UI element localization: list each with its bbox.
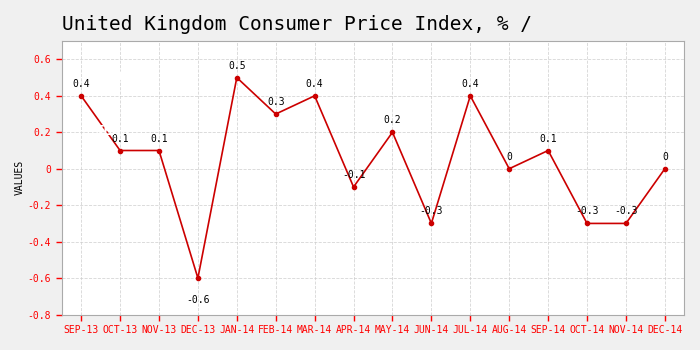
Text: 0.3: 0.3 <box>267 97 284 107</box>
Text: -0.3: -0.3 <box>575 206 598 217</box>
Text: 0: 0 <box>506 152 512 162</box>
Text: United Kingdom Consumer Price Index, % /: United Kingdom Consumer Price Index, % / <box>62 15 532 34</box>
Text: 0.1: 0.1 <box>150 134 168 143</box>
Text: -0.6: -0.6 <box>186 295 209 305</box>
Text: -0.3: -0.3 <box>419 206 443 217</box>
Text: -0.3: -0.3 <box>614 206 638 217</box>
Text: TEAM: TEAM <box>95 124 129 138</box>
Text: 0.1: 0.1 <box>111 134 129 143</box>
Text: -0.1: -0.1 <box>342 170 365 180</box>
Text: 0.4: 0.4 <box>306 79 323 89</box>
Text: 0: 0 <box>662 152 668 162</box>
Text: FX: FX <box>94 64 130 92</box>
Y-axis label: VALUES: VALUES <box>15 160 25 195</box>
Text: 0.5: 0.5 <box>228 61 246 71</box>
Text: 0.2: 0.2 <box>384 115 401 125</box>
Text: 0.4: 0.4 <box>461 79 479 89</box>
Text: 0.4: 0.4 <box>72 79 90 89</box>
Text: 0.1: 0.1 <box>539 134 557 143</box>
